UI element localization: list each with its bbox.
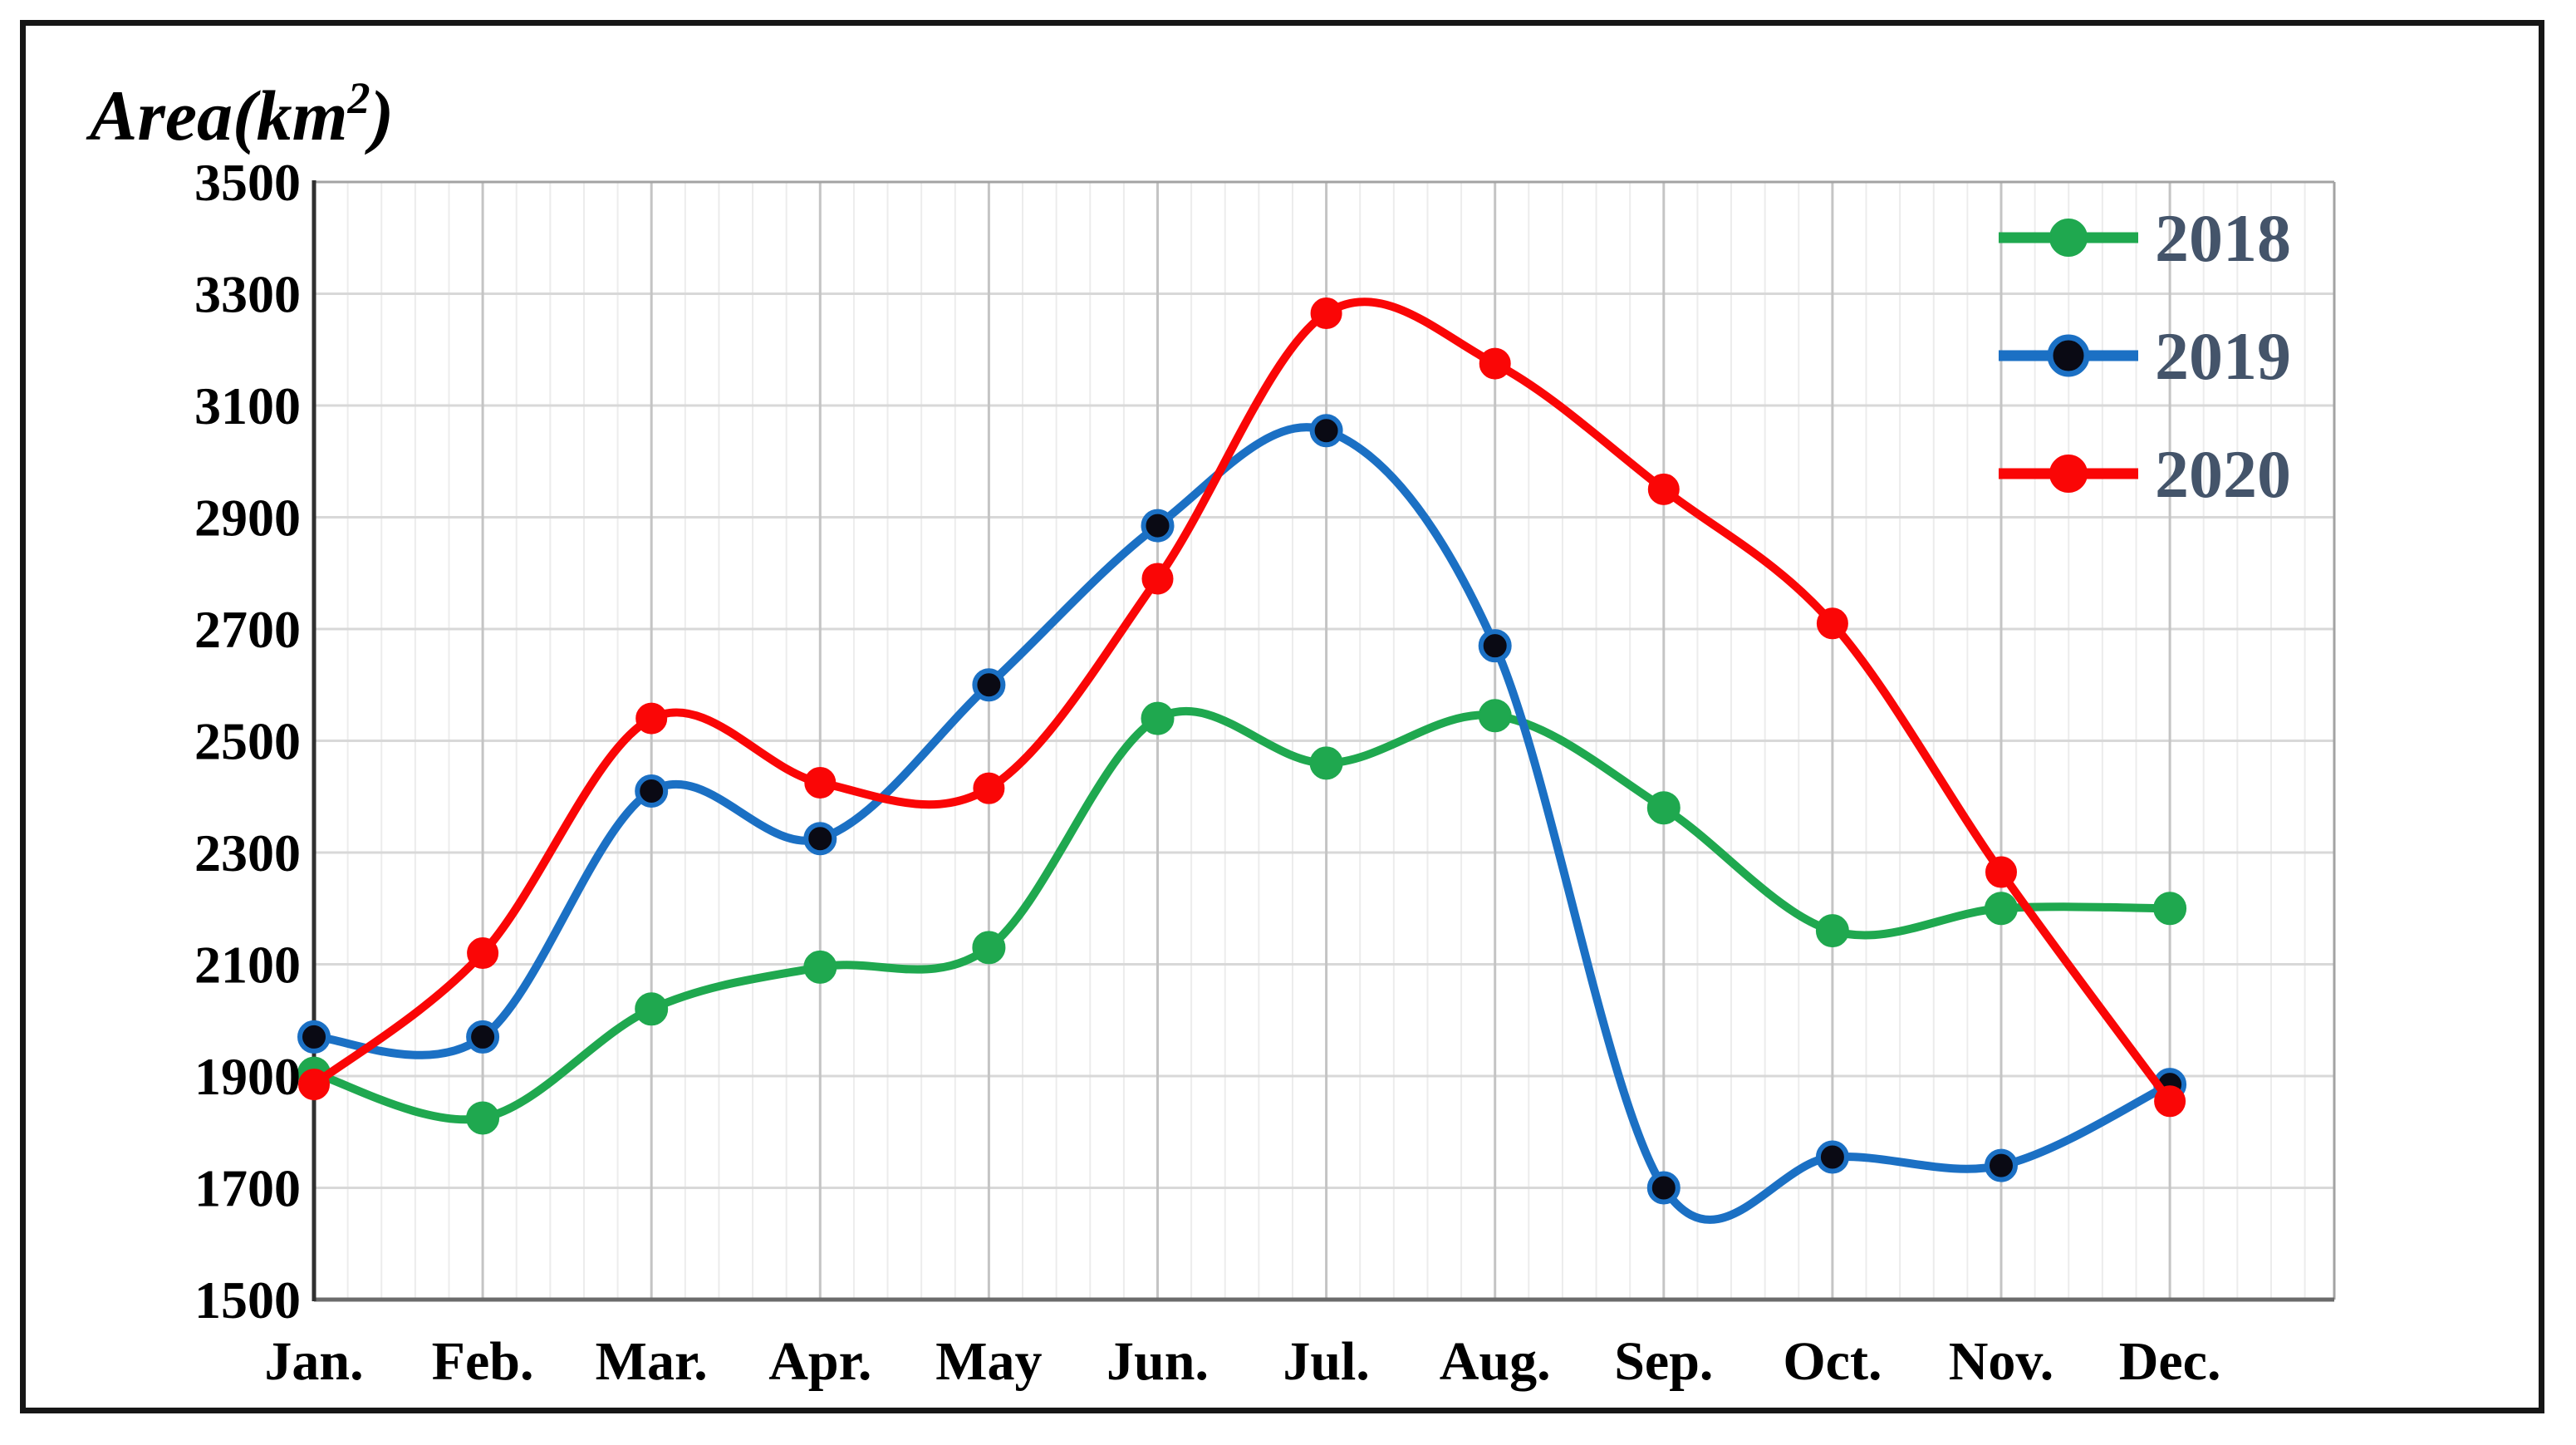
marker-2018-Jul xyxy=(1309,746,1343,780)
marker-2018-Oct xyxy=(1815,914,1849,948)
marker-2018-Feb xyxy=(466,1101,500,1135)
legend-label-2020: 2020 xyxy=(2155,436,2291,512)
marker-2019-Nov xyxy=(1985,1148,2018,1182)
marker-2020-Sep xyxy=(1647,473,1680,505)
marker-2019-Sep xyxy=(1646,1171,1681,1205)
y-tick-label-3100: 3100 xyxy=(194,376,301,435)
series-line-2019 xyxy=(310,423,2175,1224)
marker-2019-Apr xyxy=(803,822,837,856)
figure-border xyxy=(20,20,2544,1413)
legend: 2018 2019 2020 xyxy=(1999,200,2291,512)
y-tick-label-1700: 1700 xyxy=(194,1159,301,1218)
y-tick-label-2300: 2300 xyxy=(194,823,301,882)
x-tick-label-Jul: Jul. xyxy=(1283,1331,1370,1392)
gridlines-major-vertical xyxy=(481,182,2171,1300)
x-tick-label-Oct: Oct. xyxy=(1783,1331,1882,1392)
marker-2020-Jan xyxy=(298,1069,330,1101)
marker-2020-Aug xyxy=(1479,347,1511,380)
x-tick-label-Dec: Dec. xyxy=(2119,1331,2221,1392)
y-tick-label-2700: 2700 xyxy=(194,600,301,659)
x-tick-labels: Jan. Feb. Mar. Apr. May Jun. Jul. Aug. Sep. Oct. N… xyxy=(264,1331,2220,1392)
y-tick-label-3500: 3500 xyxy=(194,153,301,212)
y-tick-label-1900: 1900 xyxy=(194,1047,301,1106)
marker-2019-Jan xyxy=(297,1020,331,1054)
y-axis-title-superscript: 2 xyxy=(347,73,370,123)
legend-marker-2019 xyxy=(2047,334,2090,377)
legend-item-2020: 2020 xyxy=(1999,436,2291,512)
marker-2019-May xyxy=(972,668,1006,702)
legend-item-2018: 2018 xyxy=(1999,200,2291,276)
marker-2020-Apr xyxy=(804,766,837,799)
x-tick-label-May: May xyxy=(935,1331,1042,1392)
x-tick-label-Jun: Jun. xyxy=(1106,1331,1209,1392)
marker-2019-Oct xyxy=(1815,1140,1849,1174)
marker-2020-Nov xyxy=(1985,856,2017,888)
series-2018 xyxy=(297,699,2187,1135)
x-tick-label-Nov: Nov. xyxy=(1949,1331,2054,1392)
x-tick-label-Aug: Aug. xyxy=(1440,1331,1551,1392)
marker-2018-Jun xyxy=(1141,701,1175,735)
y-tick-label-2900: 2900 xyxy=(194,489,301,548)
x-tick-label-Mar: Mar. xyxy=(596,1331,708,1392)
marker-2019-Mar xyxy=(635,774,669,809)
marker-2018-Dec xyxy=(2153,892,2187,926)
legend-marker-2018 xyxy=(2049,219,2088,257)
axes xyxy=(312,180,2336,1302)
y-axis-title-text: Area(km xyxy=(86,76,348,155)
marker-2019-Jul xyxy=(1309,414,1343,448)
x-tick-label-Jan: Jan. xyxy=(264,1331,363,1392)
marker-2018-Apr xyxy=(803,950,837,984)
marker-2020-Feb xyxy=(467,937,499,970)
y-tick-label-1500: 1500 xyxy=(194,1271,301,1329)
x-tick-label-Apr: Apr. xyxy=(768,1331,871,1392)
series-line-2018 xyxy=(310,706,2175,1124)
legend-label-2019: 2019 xyxy=(2155,318,2291,394)
series-2020 xyxy=(298,297,2186,1118)
marker-2018-Sep xyxy=(1646,791,1681,825)
marker-2018-Mar xyxy=(635,992,669,1026)
marker-2020-Oct xyxy=(1816,607,1848,640)
marker-2020-May xyxy=(973,772,1005,804)
marker-2020-Jul xyxy=(1310,297,1342,330)
y-tick-label-3300: 3300 xyxy=(194,265,301,324)
legend-item-2019: 2019 xyxy=(1999,318,2291,394)
marker-2018-Nov xyxy=(1985,892,2018,926)
legend-marker-2020 xyxy=(2049,455,2088,493)
x-tick-label-Sep: Sep. xyxy=(1614,1331,1713,1392)
marker-2018-Aug xyxy=(1478,699,1512,733)
marker-2019-Aug xyxy=(1478,629,1512,663)
marker-2020-Dec xyxy=(2154,1085,2186,1118)
marker-2019-Feb xyxy=(466,1020,500,1054)
y-tick-labels: 3500 3300 3100 2900 2700 2500 2300 2100 1900 1700… xyxy=(194,153,301,1329)
marker-2019-Jun xyxy=(1141,509,1175,543)
legend-label-2018: 2018 xyxy=(2155,200,2291,276)
marker-2018-May xyxy=(972,931,1006,965)
marker-2020-Mar xyxy=(635,702,668,735)
marker-2020-Jun xyxy=(1141,563,1174,595)
series-2019 xyxy=(297,414,2187,1224)
y-tick-label-2500: 2500 xyxy=(194,712,301,771)
x-tick-label-Feb: Feb. xyxy=(432,1331,534,1392)
y-tick-label-2100: 2100 xyxy=(194,936,301,995)
series-line-2020 xyxy=(310,297,2175,1106)
y-axis-title: Area(km2) xyxy=(86,73,394,155)
